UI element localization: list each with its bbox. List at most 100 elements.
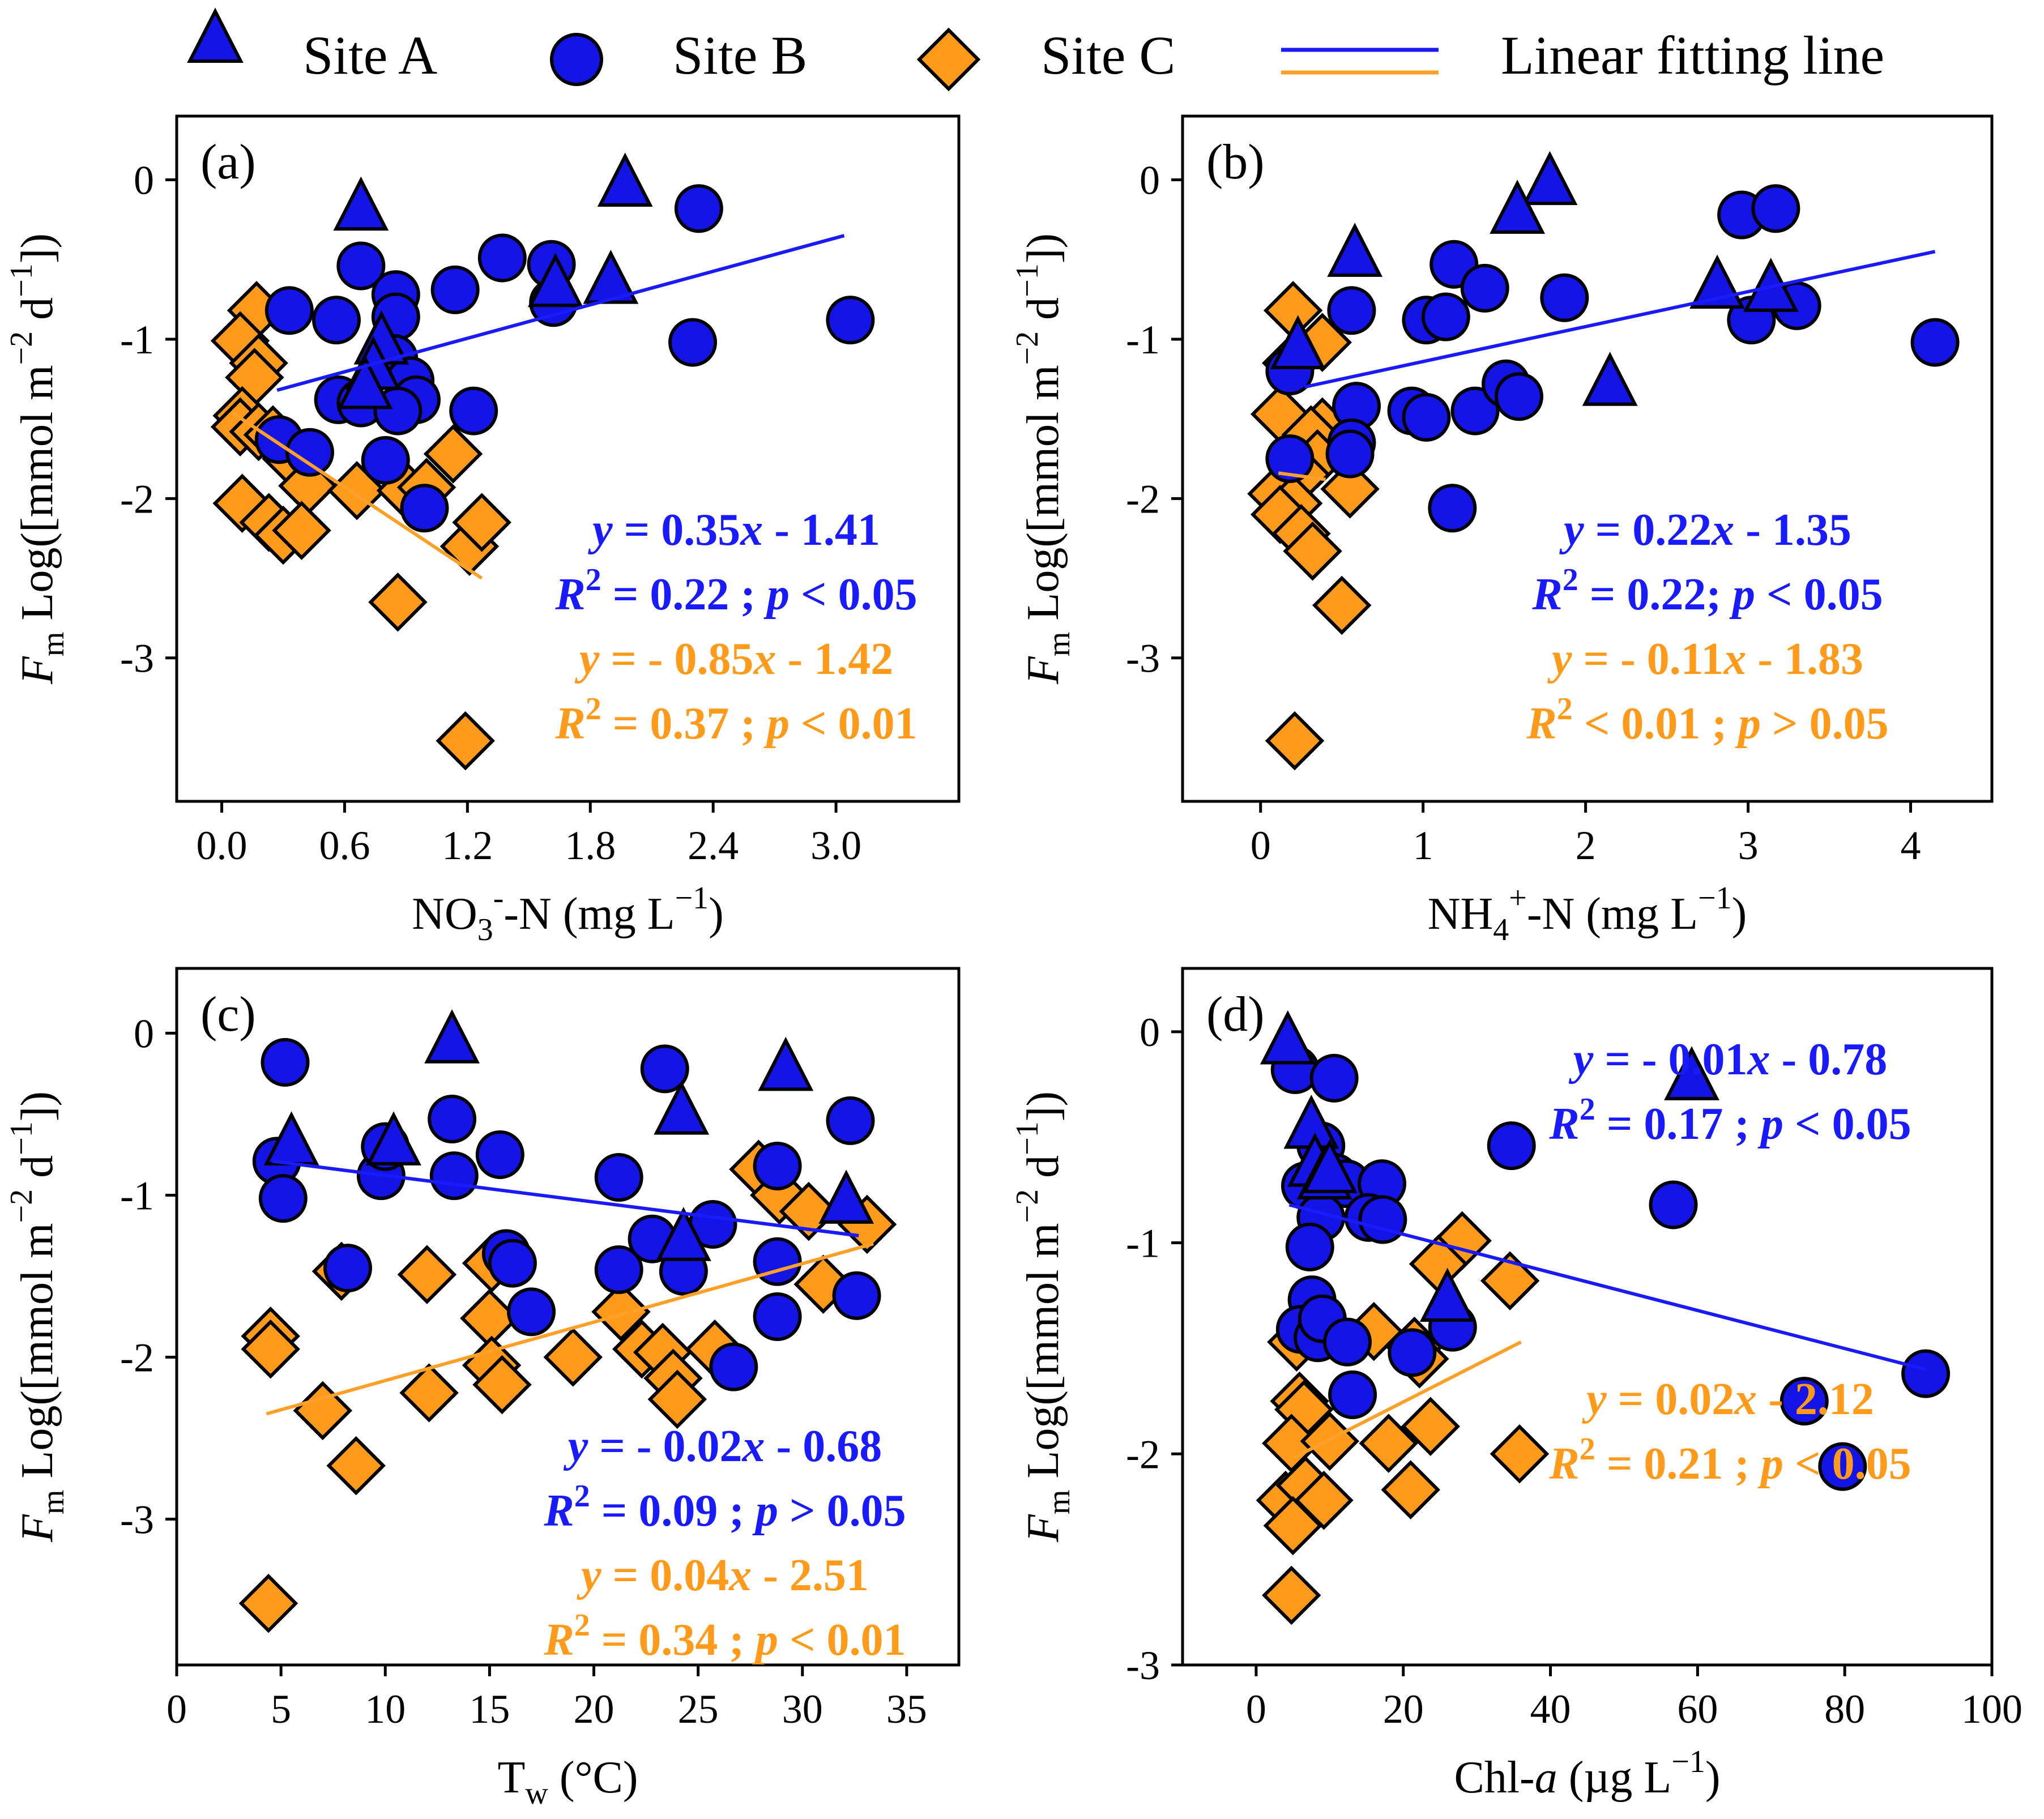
site-b-point [258, 1174, 308, 1223]
site-b-point [1780, 1377, 1829, 1426]
site-a-point [527, 253, 583, 308]
site-b-point [1325, 429, 1375, 479]
site-b-point [477, 233, 527, 283]
equation-site-c: R2 < 0.01 ; p > 0.05 [1526, 691, 1888, 749]
equation-site-c: y = 0.04x - 2.51 [576, 1551, 869, 1600]
x-tick-label: 1.2 [442, 823, 493, 868]
site-a-point [583, 250, 639, 304]
site-c-point [397, 1245, 457, 1304]
site-b-point [1388, 1328, 1437, 1377]
site-b-point [1460, 263, 1509, 313]
site-c-point [238, 1574, 298, 1633]
site-b-point [430, 265, 480, 314]
site-b-point [507, 1287, 556, 1337]
x-tick-label: 5 [271, 1686, 291, 1732]
site-c-point [399, 1363, 459, 1423]
site-c-point [1262, 1565, 1321, 1625]
y-tick-label: -3 [1126, 636, 1160, 681]
equation-site-b: y = 0.22x - 1.35 [1559, 505, 1851, 555]
site-a-point [1582, 352, 1638, 406]
site-c-point [1263, 1496, 1323, 1556]
x-tick-label: 20 [1383, 1686, 1424, 1732]
site-a-point [654, 1080, 710, 1135]
fit-line-site-c [266, 1242, 874, 1416]
site-b-point [826, 296, 875, 345]
site-c-point [1381, 1460, 1440, 1519]
site-a-point [1327, 223, 1383, 277]
y-axis-label: Fm Log([mmol m−2 d−1]) [4, 1091, 71, 1543]
site-b-point [1540, 273, 1589, 322]
site-b-point [323, 1244, 372, 1293]
site-c-point [1480, 1251, 1540, 1310]
site-c-point [1359, 1414, 1418, 1473]
site-a-point [1664, 1046, 1719, 1100]
y-tick-label: 0 [1140, 158, 1160, 203]
equation-site-b: R2 = 0.22 ; p < 0.05 [554, 562, 917, 620]
y-tick-label: 0 [134, 158, 154, 203]
site-b-point [400, 484, 449, 533]
fit-line-site-c [231, 411, 483, 580]
site-a-point [1490, 180, 1546, 234]
x-tick-label: 0.6 [319, 823, 370, 868]
site-c-point [779, 1181, 839, 1241]
site-b-point [1649, 1180, 1698, 1229]
y-tick-label: 0 [1140, 1010, 1160, 1055]
site-b-point [428, 1095, 477, 1144]
y-tick-label: -3 [1126, 1643, 1160, 1688]
x-tick-label: 100 [1961, 1686, 2022, 1732]
site-b-point [594, 1245, 643, 1295]
fit-line-site-b [1288, 1203, 1926, 1372]
fit-line-site-c [1278, 471, 1326, 481]
fit-line-site-b [1304, 250, 1936, 389]
y-tick-label: -1 [1126, 1221, 1160, 1266]
markers [210, 152, 875, 771]
equation-site-c: R2 = 0.21 ; p < 0.05 [1548, 1432, 1911, 1489]
x-tick-label: 4 [1901, 823, 1921, 868]
legend-site-c-marker [916, 27, 981, 92]
site-c-point [368, 573, 428, 632]
fit-line-site-b [276, 234, 845, 392]
x-tick-label: 0.0 [197, 823, 248, 868]
x-tick-label: 0 [1246, 1686, 1266, 1732]
fit-line-site-b [272, 1159, 859, 1237]
site-c-point [1401, 1397, 1461, 1457]
legend-site-a-label: Site A [303, 25, 437, 86]
site-b-point [336, 241, 386, 291]
site-b-point [449, 386, 498, 435]
site-b-point [753, 1141, 802, 1190]
site-c-point [326, 1436, 386, 1496]
site-b-point [285, 428, 334, 477]
y-tick-label: -3 [120, 636, 154, 681]
site-b-point [361, 435, 410, 485]
x-axis-label: Chl-a (µg L−1) [1454, 1744, 1720, 1803]
site-a-point [1419, 1267, 1475, 1322]
panel-a: 0.0 0.6 1.2 1.8 2.4 3.0 0 -1 -2 -3 (a) NO3--N (mg L… [4, 114, 961, 947]
site-c-point [1283, 521, 1342, 581]
x-tick-label: 0 [167, 1686, 187, 1732]
site-c-point [1265, 711, 1325, 771]
site-a-point [818, 1169, 874, 1224]
site-b-point [264, 286, 314, 335]
site-b-point [1402, 392, 1451, 442]
y-tick-label: -1 [120, 1173, 154, 1218]
site-b-point [753, 1292, 802, 1341]
site-b-point [1327, 286, 1376, 335]
legend: Site A Site B Site C Linear fitting line [187, 7, 1884, 92]
x-tick-label: 1 [1413, 823, 1433, 868]
site-b-point [832, 1271, 881, 1320]
site-b-point [1450, 386, 1500, 435]
site-b-point [640, 1044, 689, 1094]
site-c-point [591, 1282, 651, 1342]
x-tick-label: 60 [1677, 1686, 1718, 1732]
x-tick-label: 20 [574, 1686, 615, 1732]
x-tick-label: 2.4 [688, 823, 739, 868]
site-b-point [475, 1130, 524, 1179]
x-axis-label: Tw (°C) [498, 1753, 638, 1811]
site-a-point [1270, 315, 1326, 370]
equation-site-b: y = - 0.01x - 0.78 [1568, 1035, 1887, 1084]
site-a-point [366, 1111, 421, 1165]
site-b-point [753, 1237, 802, 1286]
legend-site-b-label: Site B [673, 25, 807, 86]
site-c-point [423, 424, 483, 484]
